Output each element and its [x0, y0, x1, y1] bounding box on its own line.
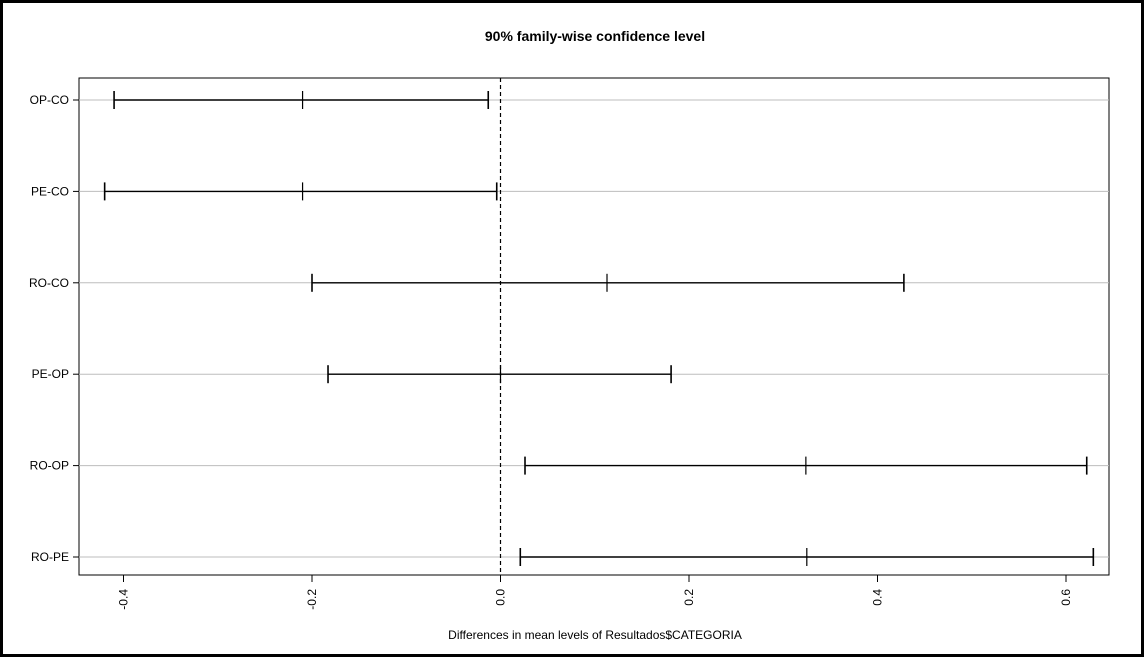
- x-tick-label: -0.2: [305, 589, 319, 610]
- y-tick-label: RO-OP: [30, 459, 69, 473]
- y-tick-label: RO-CO: [29, 276, 69, 290]
- chart-title: 90% family-wise confidence level: [485, 28, 705, 44]
- x-axis: -0.4 -0.2 0.0 0.2 0.4 0.6: [117, 575, 1073, 610]
- interval-pe-op: [327, 365, 672, 384]
- tukey-chart: 90% family-wise confidence level OP-CO PE…: [29, 28, 1110, 642]
- x-axis-label: Differences in mean levels of Resultados…: [448, 628, 742, 642]
- interval-op-co: [113, 91, 490, 109]
- interval-ro-pe: [519, 548, 1095, 566]
- x-tick-label: 0.0: [494, 589, 508, 606]
- x-tick-label: 0.2: [682, 589, 696, 606]
- y-tick-label: OP-CO: [30, 93, 69, 107]
- gridlines: [79, 99, 1109, 558]
- interval-ro-co: [311, 273, 905, 292]
- y-tick-label: PE-OP: [32, 367, 69, 381]
- y-axis-labels: OP-CO PE-CO RO-CO PE-OP RO-OP RO-PE: [29, 93, 79, 564]
- interval-group: [103, 91, 1095, 566]
- interval-pe-co: [103, 182, 498, 201]
- y-tick-label: PE-CO: [31, 184, 69, 198]
- interval-ro-op: [524, 456, 1088, 475]
- plot-area: [78, 77, 1110, 576]
- x-tick-label: -0.4: [117, 589, 131, 610]
- y-tick-label: RO-PE: [31, 550, 69, 564]
- x-tick-label: 0.6: [1059, 589, 1073, 606]
- x-tick-label: 0.4: [871, 589, 885, 606]
